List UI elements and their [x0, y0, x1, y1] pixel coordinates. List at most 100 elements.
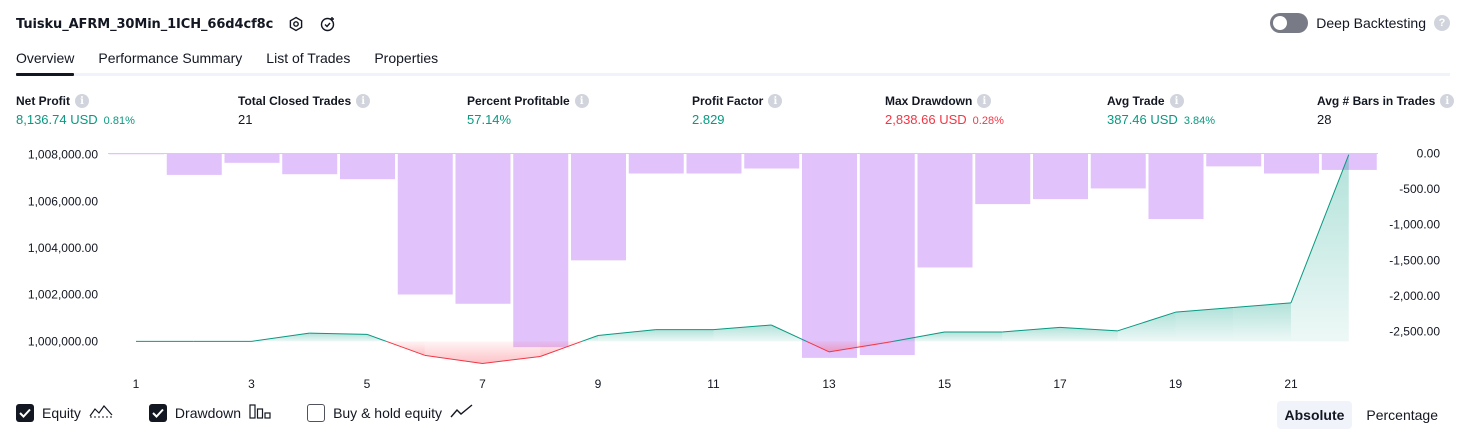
equity-area-positive — [1060, 327, 1118, 342]
equity-line-segment — [482, 356, 541, 364]
equity-line-segment — [893, 331, 945, 342]
equity-line-segment — [251, 332, 310, 342]
legend-equity[interactable]: Equity — [16, 403, 113, 422]
left-axis-tick-label: 1,006,000.00 — [28, 194, 98, 208]
equity-line-segment — [1117, 311, 1176, 332]
source-code-icon[interactable] — [319, 15, 337, 33]
stat-label: Net Profit — [16, 94, 70, 108]
stat-profit-factor: Profit Factor i 2.829 — [692, 94, 783, 127]
equity-line-segment — [597, 329, 656, 336]
tab-list-of-trades[interactable]: List of Trades — [266, 50, 351, 66]
info-icon[interactable]: i — [574, 94, 589, 108]
equity-line-segment — [386, 340, 425, 356]
buy-hold-checkbox[interactable] — [307, 403, 326, 422]
equity-line-segment — [713, 324, 772, 331]
stat-percent: 3.84% — [1183, 115, 1216, 127]
info-icon[interactable]: i — [977, 94, 992, 108]
x-axis-tick-label: 7 — [479, 377, 486, 391]
equity-line-segment — [1059, 326, 1118, 332]
drawdown-checkbox[interactable] — [148, 403, 167, 422]
info-icon[interactable]: i — [768, 94, 783, 108]
right-axis-tick-label: -2,500.00 — [1389, 325, 1440, 339]
settings-icon[interactable] — [287, 15, 305, 33]
equity-line-segment — [828, 342, 887, 353]
legend-label: Buy & hold equity — [333, 404, 443, 421]
equity-area-positive — [1175, 307, 1234, 342]
equity-area-positive — [309, 333, 367, 342]
info-icon[interactable]: i — [75, 94, 89, 108]
drawdown-bar — [802, 153, 857, 358]
equity-line-segment — [1290, 154, 1350, 304]
equity-area-positive — [944, 332, 1003, 342]
stat-value: 57.14% — [467, 112, 512, 127]
info-icon[interactable]: i — [356, 94, 371, 108]
drawdown-bar — [975, 153, 1031, 205]
equity-area-positive — [713, 325, 772, 342]
equity-line-icon — [89, 403, 113, 422]
equity-area-positive — [1233, 302, 1291, 342]
equity-area-positive — [1117, 312, 1176, 342]
right-axis-tick-label: -1,000.00 — [1389, 218, 1440, 232]
x-axis-tick-label: 9 — [595, 377, 602, 391]
legend-drawdown[interactable]: Drawdown — [148, 403, 271, 422]
strategy-header: Tuisku_AFRM_30Min_1ICH_66d4cf8c — [16, 12, 337, 36]
deep-backtesting-label: Deep Backtesting — [1316, 15, 1426, 31]
left-axis-tick-label: 1,008,000.00 — [28, 148, 98, 162]
drawdown-bar — [686, 153, 742, 174]
info-icon[interactable]: i — [1169, 94, 1184, 108]
drawdown-bars-icon — [249, 403, 271, 422]
stat-value: 21 — [238, 112, 253, 127]
mode-percentage-button[interactable]: Percentage — [1366, 407, 1438, 423]
x-axis-tick-label: 19 — [1169, 377, 1183, 391]
right-axis-tick-label: 0.00 — [1417, 147, 1441, 161]
equity-area-positive — [655, 329, 714, 342]
drawdown-bar — [744, 153, 800, 169]
drawdown-bar — [109, 153, 164, 155]
equity-line-segment — [771, 324, 807, 342]
drawdown-bar — [859, 153, 915, 356]
x-axis-tick-label: 1 — [133, 377, 140, 391]
equity-area-positive — [367, 334, 387, 342]
tab-overview[interactable]: Overview — [16, 46, 75, 76]
equity-checkbox[interactable] — [16, 403, 34, 422]
equity-drawdown-chart[interactable]: 1,008,000.00 1,006,000.00 1,004,000.00 1,00… — [0, 138, 1466, 400]
legend-buy-hold-equity[interactable]: Buy & hold equity — [307, 403, 474, 422]
left-axis-tick-label: 1,004,000.00 — [28, 241, 98, 255]
strategy-name: Tuisku_AFRM_30Min_1ICH_66d4cf8c — [16, 16, 274, 32]
stat-label: Profit Factor — [692, 94, 764, 108]
stat-value: 28 — [1317, 112, 1332, 127]
drawdown-bar — [1033, 153, 1088, 200]
equity-line-segment — [806, 340, 830, 353]
equity-line-segment — [366, 333, 387, 342]
left-axis-tick-label: 1,000,000.00 — [28, 334, 98, 348]
equity-area-positive — [1291, 154, 1349, 342]
tab-performance-summary[interactable]: Performance Summary — [98, 50, 243, 66]
tab-properties[interactable]: Properties — [374, 50, 439, 66]
x-axis-tick-label: 21 — [1284, 377, 1298, 391]
report-tabs: Overview Performance Summary List of Tra… — [16, 46, 1450, 76]
equity-area-positive — [598, 329, 656, 342]
stat-value: 2,838.66 USD — [885, 112, 967, 127]
stat-value: 387.46 USD — [1107, 112, 1178, 127]
stat-value: 8,136.74 USD — [16, 112, 98, 127]
info-icon[interactable]: i — [1440, 94, 1455, 108]
stat-avg-bars-in-trades: Avg # Bars in Trades i 28 — [1317, 94, 1455, 127]
deep-backtesting-toggle[interactable] — [1270, 13, 1309, 33]
stat-label: Avg Trade — [1107, 94, 1165, 108]
equity-line-segment — [540, 340, 583, 357]
stat-label: Percent Profitable — [467, 94, 570, 108]
stat-total-closed-trades: Total Closed Trades i 21 — [238, 94, 371, 127]
equity-line-segment — [886, 340, 894, 343]
right-axis-tick-label: -1,500.00 — [1389, 253, 1440, 267]
drawdown-bar — [1148, 153, 1204, 220]
stat-net-profit: Net Profit i 8,136.74 USD 0.81% — [16, 94, 135, 127]
equity-line-segment — [424, 354, 483, 364]
drawdown-bar — [1264, 153, 1319, 174]
help-icon[interactable]: ? — [1434, 15, 1450, 31]
drawdown-bar — [513, 153, 569, 348]
x-axis-tick-label: 17 — [1053, 377, 1067, 391]
drawdown-bar — [166, 153, 222, 175]
mode-absolute-button[interactable]: Absolute — [1276, 401, 1353, 429]
drawdown-bar — [1206, 153, 1262, 167]
x-axis-tick-label: 11 — [707, 377, 720, 391]
